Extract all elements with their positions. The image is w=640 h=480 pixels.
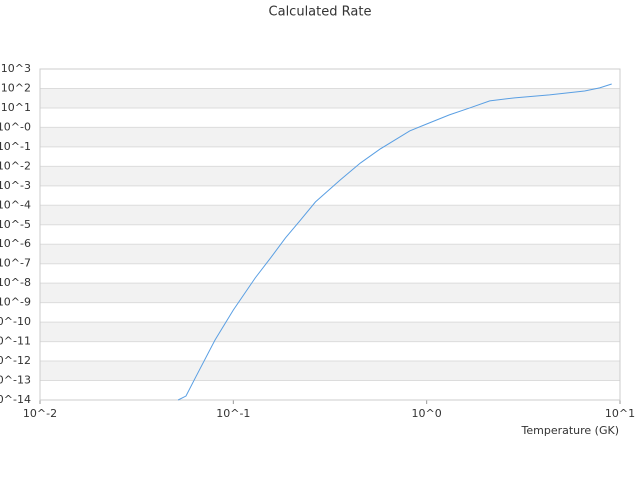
y-tick-label: 10^1 xyxy=(1,101,31,114)
y-tick-label: 10^-2 xyxy=(0,159,31,172)
grid-band xyxy=(40,88,620,108)
plot-border xyxy=(39,68,621,401)
y-tick-label: 10^-0 xyxy=(0,120,31,133)
chart-title: Calculated Rate xyxy=(269,5,372,20)
y-tick-label: 10^-9 xyxy=(0,296,31,309)
y-tick-label: 10^-11 xyxy=(0,335,31,348)
y-tick-label: 10^2 xyxy=(1,81,31,94)
x-axis-label: Temperature (GK) xyxy=(521,424,620,437)
y-tick-label: 10^-3 xyxy=(0,179,31,192)
grid-band xyxy=(40,205,620,225)
data-line xyxy=(177,83,612,401)
x-tick-label: 10^-2 xyxy=(23,407,57,420)
y-tick-label: 10^-4 xyxy=(0,198,31,211)
x-tick-label: 10^1 xyxy=(605,407,635,420)
y-tick-label: 10^-13 xyxy=(0,374,31,387)
y-tick-label: 10^-1 xyxy=(0,140,31,153)
y-tick-label: 10^-5 xyxy=(0,218,31,231)
x-tick-label: 10^0 xyxy=(412,407,442,420)
y-tick-label: 10^-14 xyxy=(0,393,31,406)
y-tick-label: 10^-12 xyxy=(0,354,31,367)
grid-band xyxy=(40,322,620,342)
y-tick-label: 10^3 xyxy=(1,62,31,75)
grid-band xyxy=(40,166,620,186)
grid-band xyxy=(40,283,620,303)
y-tick-label: 10^-6 xyxy=(0,237,31,250)
x-tick-label: 10^-1 xyxy=(216,407,250,420)
grid-band xyxy=(40,127,620,147)
y-tick-label: 10^-7 xyxy=(0,257,31,270)
y-tick-label: 10^-10 xyxy=(0,315,31,328)
grid-band xyxy=(40,361,620,381)
y-tick-label: 10^-8 xyxy=(0,276,31,289)
grid-band xyxy=(40,244,620,264)
